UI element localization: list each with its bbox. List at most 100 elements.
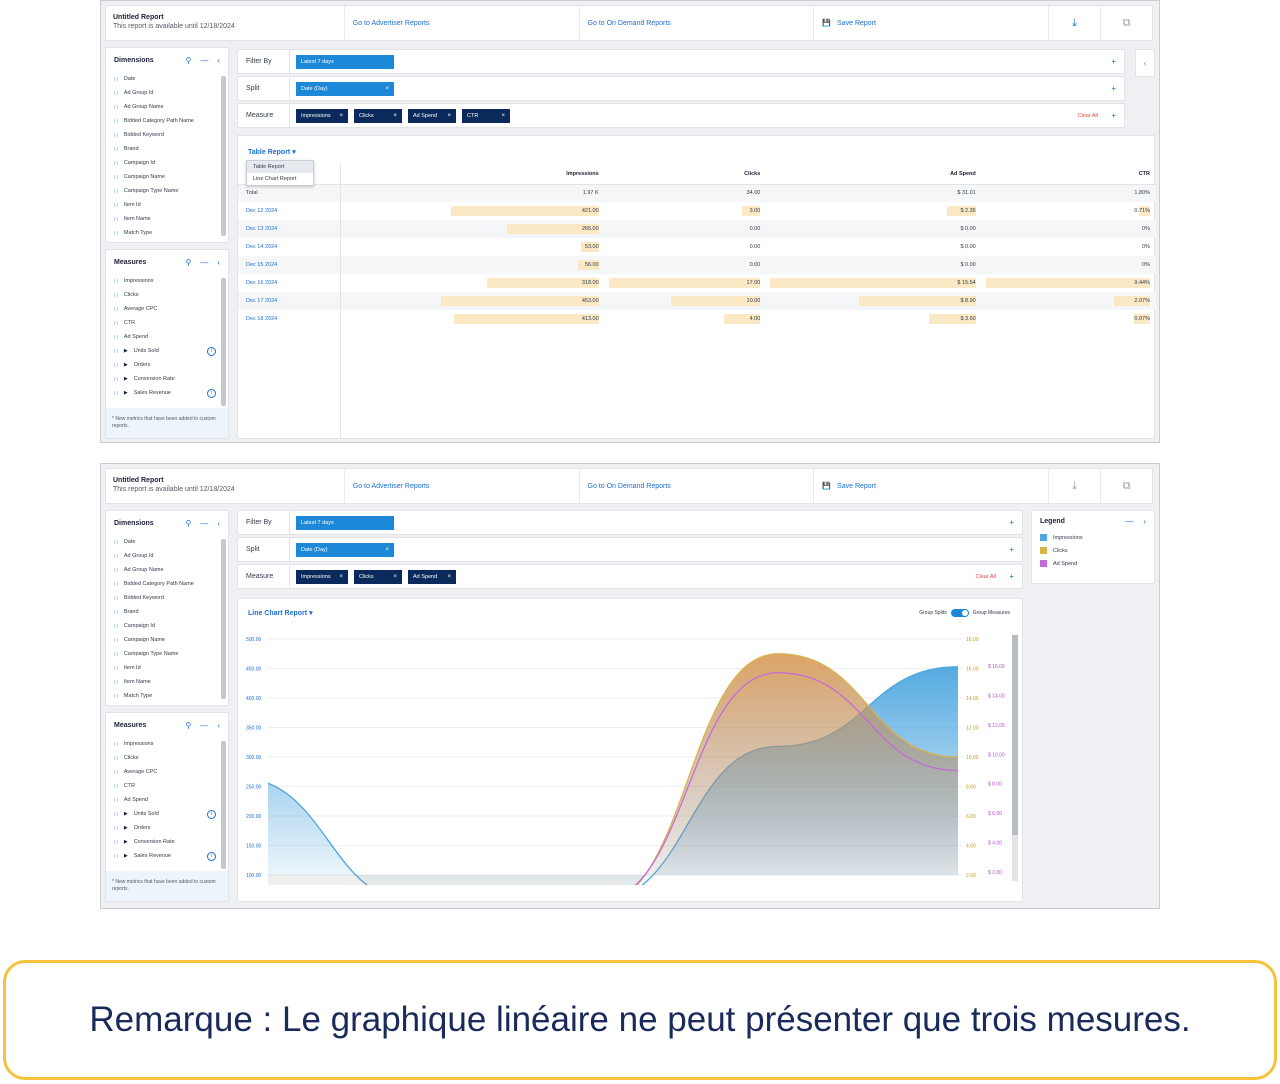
download-icon[interactable]: ⤓ [1048,469,1100,503]
drag-handle-icon[interactable]: ∷ [114,118,118,125]
expand-arrow-icon[interactable]: ▶ [123,853,128,859]
save-report-button[interactable]: 💾 Save Report [813,6,1048,40]
measures-scrollbar[interactable] [221,278,226,406]
row-date-link[interactable]: Dec 12 2024 [238,202,341,220]
add-split-icon[interactable]: + [1111,84,1116,93]
measures-scrollbar[interactable] [221,741,226,869]
add-measure-icon[interactable]: + [1009,572,1014,581]
remove-icon[interactable]: × [393,112,397,119]
list-item[interactable]: ∷ Item Name [114,212,228,226]
list-item[interactable]: ∷ CTR [114,316,228,330]
share-icon[interactable]: ⧉ [1100,6,1152,40]
drag-handle-icon[interactable]: ∷ [114,679,118,686]
search-icon[interactable]: ⚲ [185,518,192,528]
clear-all-button[interactable]: Clear All [975,573,996,580]
drag-handle-icon[interactable]: ∷ [114,188,118,195]
remove-icon[interactable]: × [447,112,451,119]
info-icon[interactable]: i [207,809,216,819]
search-icon[interactable]: ⚲ [185,55,192,65]
list-item[interactable]: ∷ ▶ Conversion Rate [114,835,228,849]
drag-handle-icon[interactable]: ∷ [114,216,118,223]
list-item[interactable]: ∷ ▶ Sales Revenue i [114,849,228,863]
minimize-icon[interactable]: — [200,518,209,528]
drag-handle-icon[interactable]: ∷ [114,202,118,209]
row-date-link[interactable]: Dec 16 2024 [238,274,341,292]
expand-arrow-icon[interactable]: ▶ [123,839,128,845]
add-measure-icon[interactable]: + [1111,111,1116,120]
drag-handle-icon[interactable]: ∷ [114,595,118,602]
drag-handle-icon[interactable]: ∷ [114,292,118,299]
remove-icon[interactable]: × [339,112,343,119]
row-date-link[interactable]: Dec 14 2024 [238,238,341,256]
list-item[interactable]: ∷ Ad Group Id [114,549,228,563]
drag-handle-icon[interactable]: ∷ [114,320,118,327]
ad-spend-column-header[interactable]: Ad Spend [766,164,982,185]
list-item[interactable]: ∷ Date [114,535,228,549]
drag-handle-icon[interactable]: ∷ [114,797,118,804]
drag-handle-icon[interactable]: ∷ [114,160,118,167]
drag-handle-icon[interactable]: ∷ [114,230,118,237]
list-item[interactable]: ∷ Bidded Keyword [114,591,228,605]
drag-handle-icon[interactable]: ∷ [114,609,118,616]
measure-chip[interactable]: CTR × [462,108,510,123]
minimize-icon[interactable]: — [200,257,209,267]
measure-chip[interactable]: Clicks × [354,108,402,123]
remove-icon[interactable]: × [501,112,505,119]
minimize-icon[interactable]: — [1125,516,1134,526]
drag-handle-icon[interactable]: ∷ [114,623,118,630]
list-item[interactable]: ∷ ▶ Units Sold i [114,807,228,821]
list-item[interactable]: ∷ Item Id [114,661,228,675]
search-icon[interactable]: ⚲ [185,720,192,730]
measure-chip[interactable]: Impressions × [296,108,348,123]
drag-handle-icon[interactable]: ∷ [114,348,118,355]
share-icon[interactable]: ⧉ [1100,469,1152,503]
drag-handle-icon[interactable]: ∷ [114,90,118,97]
drag-handle-icon[interactable]: ∷ [114,581,118,588]
list-item[interactable]: ∷ Bidded Category Path Name [114,577,228,591]
minimize-icon[interactable]: — [200,720,209,730]
impressions-column-header[interactable]: Impressions [340,164,605,185]
drag-handle-icon[interactable]: ∷ [114,76,118,83]
clear-all-button[interactable]: Clear All [1077,112,1098,119]
expand-arrow-icon[interactable]: ▶ [123,362,128,368]
list-item[interactable]: ∷ Ad Group Name [114,100,228,114]
list-item[interactable]: ∷ Ad Spend [114,330,228,344]
drag-handle-icon[interactable]: ∷ [114,825,118,832]
expand-arrow-icon[interactable]: ▶ [123,348,128,354]
measure-chip[interactable]: Clicks × [354,569,402,584]
list-item[interactable]: ∷ ▶ Orders [114,358,228,372]
drag-handle-icon[interactable]: ∷ [114,539,118,546]
drag-handle-icon[interactable]: ∷ [114,390,118,397]
save-report-button[interactable]: 💾 Save Report [813,469,1048,503]
list-item[interactable]: ∷ Campaign Id [114,156,228,170]
menu-item-line-chart-report[interactable]: Line Chart Report [253,176,297,182]
list-item[interactable]: ∷ Date [114,72,228,86]
advertiser-reports-link[interactable]: Go to Advertiser Reports [343,469,579,503]
drag-handle-icon[interactable]: ∷ [114,278,118,285]
advertiser-reports-link[interactable]: Go to Advertiser Reports [343,6,579,40]
remove-icon[interactable]: × [393,573,397,580]
drag-handle-icon[interactable]: ∷ [114,104,118,111]
list-item[interactable]: ∷ Ad Spend [114,793,228,807]
clicks-column-header[interactable]: Clicks [604,164,767,185]
list-item[interactable]: ∷ ▶ Sales Revenue i [114,386,228,400]
collapse-right-icon[interactable]: ‹ [1135,49,1155,77]
chart-scrollbar[interactable] [1012,635,1018,835]
drag-handle-icon[interactable]: ∷ [114,376,118,383]
remove-icon[interactable]: × [339,573,343,580]
dimensions-scrollbar[interactable] [221,539,226,699]
measure-chip[interactable]: Ad Spend × [408,569,456,584]
drag-handle-icon[interactable]: ∷ [114,637,118,644]
row-date-link[interactable]: Dec 17 2024 [238,292,341,310]
add-filter-icon[interactable]: + [1111,57,1116,66]
download-icon[interactable]: ⤓ [1048,6,1100,40]
report-type-dropdown[interactable]: Table Report ▾ [248,149,296,156]
remove-icon[interactable]: × [385,85,389,92]
drag-handle-icon[interactable]: ∷ [114,132,118,139]
expand-arrow-icon[interactable]: ▶ [123,376,128,382]
drag-handle-icon[interactable]: ∷ [114,651,118,658]
drag-handle-icon[interactable]: ∷ [114,665,118,672]
row-date-link[interactable]: Dec 13 2024 [238,220,341,238]
drag-handle-icon[interactable]: ∷ [114,839,118,846]
list-item[interactable]: ∷ Bidded Category Path Name [114,114,228,128]
